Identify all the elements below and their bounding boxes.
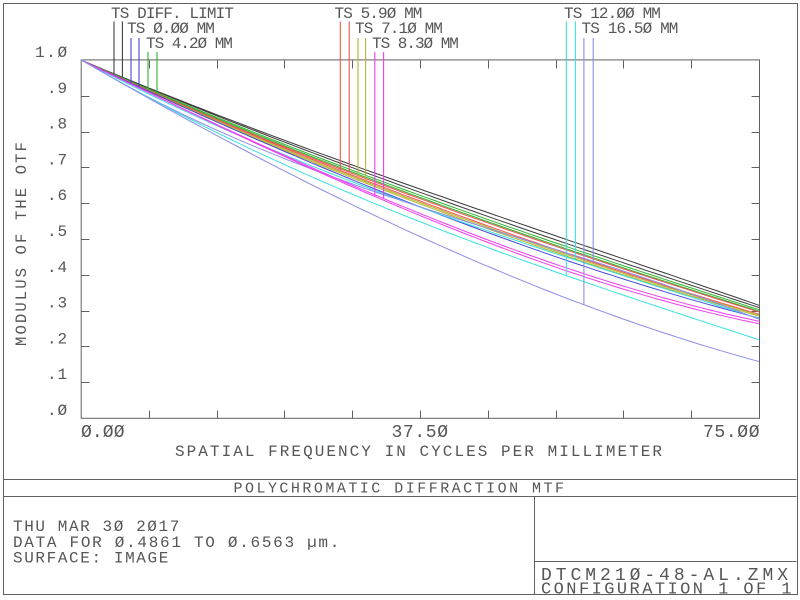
svg-text:TS 8.3Ø MM: TS 8.3Ø MM (372, 35, 458, 53)
svg-text:.6: .6 (47, 187, 68, 205)
svg-text:.7: .7 (47, 151, 68, 169)
svg-text:1.Ø: 1.Ø (35, 44, 68, 62)
svg-text:.Ø: .Ø (47, 402, 68, 420)
svg-text:37.5Ø: 37.5Ø (392, 423, 449, 443)
svg-text:TS Ø.ØØ MM: TS Ø.ØØ MM (127, 20, 214, 38)
svg-text:SPATIAL FREQUENCY IN CYCLES PE: SPATIAL FREQUENCY IN CYCLES PER MILLIMET… (175, 443, 664, 461)
svg-text:TS 5.9Ø MM: TS 5.9Ø MM (335, 5, 422, 23)
svg-text:75.ØØ: 75.ØØ (703, 423, 760, 443)
svg-text:MODULUS OF THE OTF: MODULUS OF THE OTF (13, 140, 31, 346)
svg-text:POLYCHROMATIC DIFFRACTION MTF: POLYCHROMATIC DIFFRACTION MTF (234, 481, 567, 498)
svg-text:TS 12.ØØ MM: TS 12.ØØ MM (564, 5, 660, 23)
svg-text:.2: .2 (47, 330, 68, 348)
svg-text:TS 16.5Ø MM: TS 16.5Ø MM (582, 20, 678, 38)
svg-text:DTCM21Ø-48-AL.ZMX: DTCM21Ø-48-AL.ZMX (541, 566, 792, 586)
svg-text:DATA FOR Ø.4861 TO Ø.6563 µm.: DATA FOR Ø.4861 TO Ø.6563 µm. (13, 534, 341, 552)
svg-text:TS 7.1Ø MM: TS 7.1Ø MM (355, 20, 442, 38)
svg-text:.4: .4 (47, 259, 68, 277)
svg-text:.9: .9 (47, 80, 68, 98)
svg-text:Ø.ØØ: Ø.ØØ (81, 423, 125, 443)
svg-text:THU MAR 3Ø 2Ø17: THU MAR 3Ø 2Ø17 (13, 518, 181, 536)
svg-text:.8: .8 (47, 116, 68, 134)
svg-text:TS DIFF. LIMIT: TS DIFF. LIMIT (111, 5, 233, 23)
svg-text:.5: .5 (47, 223, 68, 241)
svg-text:TS 4.2Ø MM: TS 4.2Ø MM (146, 35, 232, 53)
svg-text:SURFACE: IMAGE: SURFACE: IMAGE (13, 550, 170, 568)
svg-text:CONFIGURATION 1 OF 1: CONFIGURATION 1 OF 1 (541, 581, 794, 600)
svg-text:.1: .1 (47, 366, 68, 384)
svg-text:.3: .3 (47, 295, 68, 313)
